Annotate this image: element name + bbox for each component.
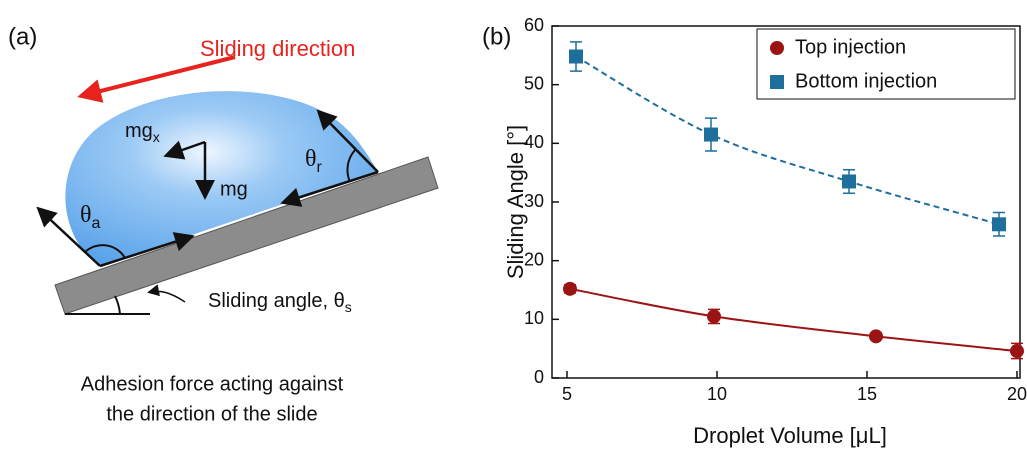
- caption: the direction of the slide: [106, 403, 317, 425]
- angle-arc: [114, 295, 121, 315]
- panel-label: (a): [8, 23, 37, 50]
- label: Sliding direction: [200, 36, 355, 61]
- arrow: [36, 206, 101, 267]
- angle-arc: [84, 244, 126, 259]
- data-point: [707, 309, 721, 324]
- y-tick-label: 40: [524, 132, 544, 152]
- legend-swatch: [770, 75, 784, 89]
- legend-box: [756, 28, 1016, 100]
- x-tick-label: 20: [1007, 384, 1027, 404]
- data-point: [869, 329, 883, 344]
- data-point: [992, 217, 1006, 232]
- arrow: [99, 232, 195, 268]
- data-point: [1010, 344, 1024, 359]
- x-tick-label: 10: [707, 384, 727, 404]
- arrow: [316, 109, 379, 173]
- data-point: [563, 281, 577, 296]
- caption: Adhesion force acting against: [81, 373, 344, 395]
- legend-label: Top injection: [795, 36, 906, 58]
- label: mgx: [125, 120, 160, 144]
- droplet: [65, 91, 379, 266]
- y-tick-label: 60: [524, 15, 544, 35]
- diagram: (a) Sliding direction mgx mg θr θa Slidi…: [8, 23, 439, 425]
- label: mg: [220, 178, 248, 200]
- legend-swatch: [770, 41, 784, 55]
- y-tick-label: 10: [524, 308, 544, 328]
- panel-label: (b): [482, 23, 511, 50]
- data-point: [842, 174, 856, 189]
- x-tick-label: 5: [562, 384, 572, 404]
- surface: [54, 156, 439, 315]
- data-point: [704, 127, 718, 142]
- y-axis-label: Sliding Angle [°]: [503, 125, 528, 279]
- label: θa: [80, 202, 101, 233]
- legend-label: Bottom injection: [795, 70, 937, 92]
- arrow: [163, 140, 206, 160]
- fit-line: [569, 287, 1018, 353]
- arrow: [280, 170, 379, 207]
- y-tick-label: 30: [524, 191, 544, 211]
- x-axis-label: Droplet Volume [μL]: [693, 423, 887, 448]
- arrow: [147, 284, 186, 303]
- label: θr: [305, 146, 323, 177]
- label: Sliding angle, θs: [208, 290, 352, 314]
- x-tick-label: 15: [857, 384, 877, 404]
- data-point: [569, 49, 583, 64]
- angle-arc: [346, 149, 356, 183]
- arrow: [77, 55, 236, 103]
- y-tick-label: 20: [524, 249, 544, 269]
- chart: 0 10 20 30 40 50 60 5 10 15 20 Droplet Volume [μL] S…: [503, 15, 1027, 448]
- y-tick-label: 0: [534, 367, 544, 387]
- y-tick-label: 50: [524, 73, 544, 93]
